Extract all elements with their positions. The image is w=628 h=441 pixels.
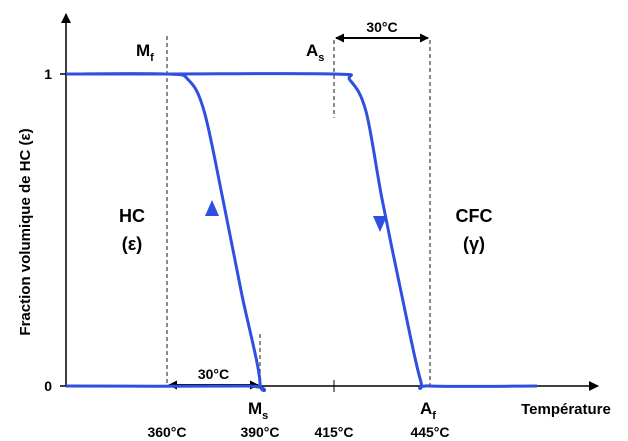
phase-symbol-hc: (ε) bbox=[122, 234, 143, 254]
x-tick-label-0: 360°C bbox=[147, 424, 186, 440]
curve-heating bbox=[66, 72, 538, 390]
x-tick-label-3: 445°C bbox=[410, 424, 449, 440]
phase-label-cfc: CFC bbox=[456, 206, 493, 226]
y-tick-label-1: 1 bbox=[44, 66, 52, 82]
marker-label-as: As bbox=[306, 41, 324, 64]
marker-label-ms: Ms bbox=[248, 399, 268, 422]
interval-label-1: 30°C bbox=[198, 366, 229, 382]
y-tick-label-0: 0 bbox=[44, 378, 52, 394]
phase-label-hc: HC bbox=[119, 206, 145, 226]
x-tick-label-2: 415°C bbox=[314, 424, 353, 440]
x-axis-title: Température bbox=[521, 401, 611, 418]
arrow-up-icon bbox=[205, 200, 219, 216]
phase-symbol-cfc: (γ) bbox=[463, 234, 485, 254]
arrow-down-icon bbox=[373, 216, 387, 232]
interval-label-0: 30°C bbox=[366, 19, 397, 35]
marker-label-af: Af bbox=[420, 399, 436, 422]
marker-label-mf: Mf bbox=[136, 41, 154, 64]
y-axis-title: Fraction volumique de HC (ε) bbox=[17, 128, 34, 335]
x-tick-label-1: 390°C bbox=[240, 424, 279, 440]
curve-cooling bbox=[65, 72, 266, 393]
